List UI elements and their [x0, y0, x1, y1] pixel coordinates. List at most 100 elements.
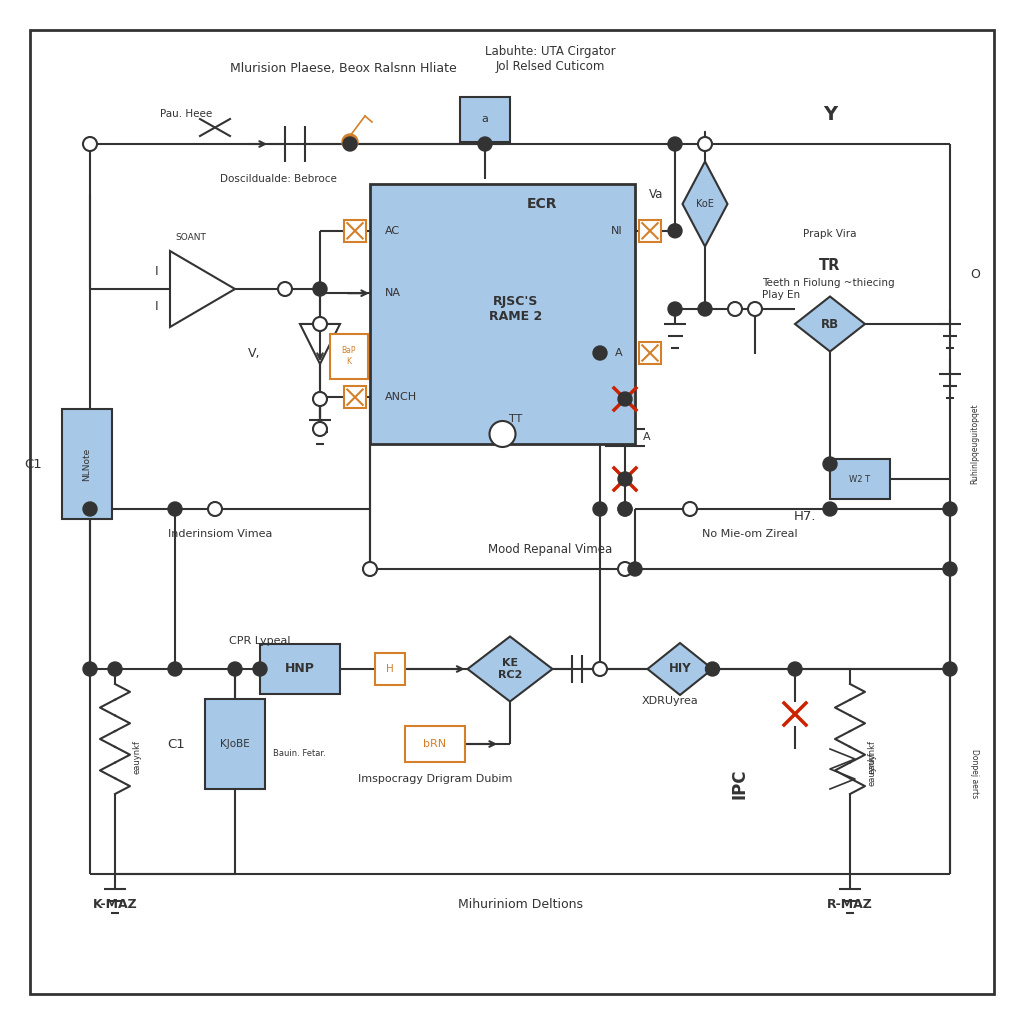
Text: eauynkf: eauynkf	[867, 752, 877, 786]
Bar	[830, 459, 890, 499]
Circle shape	[618, 502, 632, 516]
Text: XDRUyrea: XDRUyrea	[642, 696, 698, 706]
Circle shape	[83, 502, 97, 516]
Text: Ruhinlpqeuguitopqet: Ruhinlpqeuguitopqet	[971, 403, 980, 484]
Text: Prapk Vira: Prapk Vira	[803, 229, 857, 239]
Text: V,: V,	[248, 347, 260, 360]
Bar	[62, 409, 112, 519]
Text: Mlurision Plaese, Beox Ralsnn Hliate: Mlurision Plaese, Beox Ralsnn Hliate	[230, 62, 457, 76]
Circle shape	[668, 302, 682, 316]
Circle shape	[593, 346, 607, 360]
Text: Mood Repanal Vimea: Mood Repanal Vimea	[487, 543, 612, 555]
Circle shape	[823, 457, 837, 471]
Bar	[406, 726, 465, 762]
Circle shape	[313, 282, 327, 296]
Text: HNP: HNP	[285, 663, 315, 676]
Text: HIY: HIY	[669, 663, 691, 676]
Text: Pau. Heee: Pau. Heee	[160, 109, 212, 119]
Bar	[344, 220, 366, 242]
Text: No Mie-om Zireal: No Mie-om Zireal	[702, 529, 798, 539]
Text: TR: TR	[819, 258, 841, 273]
Circle shape	[313, 392, 327, 406]
Circle shape	[668, 224, 682, 238]
Bar	[205, 699, 265, 790]
Text: I: I	[155, 264, 158, 278]
Polygon shape	[300, 324, 340, 364]
Text: Imspocragy Drigram Dubim: Imspocragy Drigram Dubim	[357, 774, 512, 784]
Circle shape	[943, 562, 957, 575]
Text: KoE: KoE	[696, 199, 714, 209]
Circle shape	[342, 134, 358, 150]
Text: Bauin. Fetar.: Bauin. Fetar.	[273, 750, 326, 759]
Text: AC: AC	[385, 226, 400, 236]
Circle shape	[618, 562, 632, 575]
Circle shape	[83, 137, 97, 151]
Text: R-MAZ: R-MAZ	[827, 897, 872, 910]
Polygon shape	[647, 643, 713, 695]
Circle shape	[83, 662, 97, 676]
Bar	[370, 184, 635, 444]
Text: Donpej aerts: Donpej aerts	[971, 750, 980, 799]
Circle shape	[108, 662, 122, 676]
Bar	[375, 653, 406, 685]
Text: H: H	[386, 664, 394, 674]
Text: NLNote: NLNote	[83, 447, 91, 480]
Text: eauynkf: eauynkf	[867, 739, 877, 773]
Polygon shape	[468, 637, 553, 701]
Circle shape	[593, 662, 607, 676]
Circle shape	[618, 472, 632, 486]
Text: Inderinsiom Vimea: Inderinsiom Vimea	[168, 529, 272, 539]
Circle shape	[668, 137, 682, 151]
Text: TT: TT	[509, 414, 522, 424]
Polygon shape	[795, 297, 865, 351]
Circle shape	[489, 421, 515, 447]
Circle shape	[168, 502, 182, 516]
Text: Va: Va	[648, 187, 663, 201]
Text: CPR Lypeal: CPR Lypeal	[229, 636, 291, 646]
Circle shape	[788, 662, 802, 676]
Polygon shape	[170, 251, 234, 327]
Text: BaP
K: BaP K	[342, 346, 356, 366]
Circle shape	[278, 282, 292, 296]
Circle shape	[698, 137, 712, 151]
Text: K-MAZ: K-MAZ	[92, 897, 137, 910]
Text: W2 T: W2 T	[850, 474, 870, 483]
Circle shape	[208, 502, 222, 516]
Text: bRN: bRN	[424, 739, 446, 749]
Text: a: a	[481, 114, 488, 124]
Circle shape	[343, 137, 357, 151]
Text: Labuhte: UTA Cirgator
Jol Relsed Cuticom: Labuhte: UTA Cirgator Jol Relsed Cuticom	[484, 45, 615, 73]
Circle shape	[313, 317, 327, 331]
Circle shape	[728, 302, 742, 316]
Bar	[260, 644, 340, 694]
Bar	[460, 97, 510, 142]
Circle shape	[593, 502, 607, 516]
Circle shape	[683, 502, 697, 516]
Text: A: A	[643, 432, 650, 442]
Bar	[344, 386, 366, 409]
Circle shape	[698, 302, 712, 316]
Text: ECR: ECR	[527, 197, 557, 211]
Text: I: I	[155, 300, 158, 313]
Text: eauynkf: eauynkf	[132, 739, 141, 773]
Text: Mihuriniom Deltions: Mihuriniom Deltions	[458, 897, 583, 910]
Circle shape	[313, 422, 327, 436]
Bar	[639, 342, 662, 364]
Circle shape	[943, 662, 957, 676]
Text: Doscildualde: Bebroce: Doscildualde: Bebroce	[220, 174, 337, 184]
Text: RJSC'S
RAME 2: RJSC'S RAME 2	[489, 295, 543, 323]
Text: KJoBE: KJoBE	[220, 739, 250, 749]
Circle shape	[618, 392, 632, 406]
Polygon shape	[683, 162, 727, 247]
Text: RB: RB	[821, 317, 839, 331]
Text: C1: C1	[167, 737, 185, 751]
Circle shape	[706, 662, 720, 676]
Text: Teeth n Fiolung ~thiecing
Play En: Teeth n Fiolung ~thiecing Play En	[762, 279, 895, 300]
Bar	[330, 334, 368, 379]
Text: Y: Y	[823, 104, 837, 124]
Circle shape	[168, 662, 182, 676]
Circle shape	[253, 662, 267, 676]
Circle shape	[823, 502, 837, 516]
Circle shape	[628, 562, 642, 575]
Circle shape	[362, 562, 377, 575]
